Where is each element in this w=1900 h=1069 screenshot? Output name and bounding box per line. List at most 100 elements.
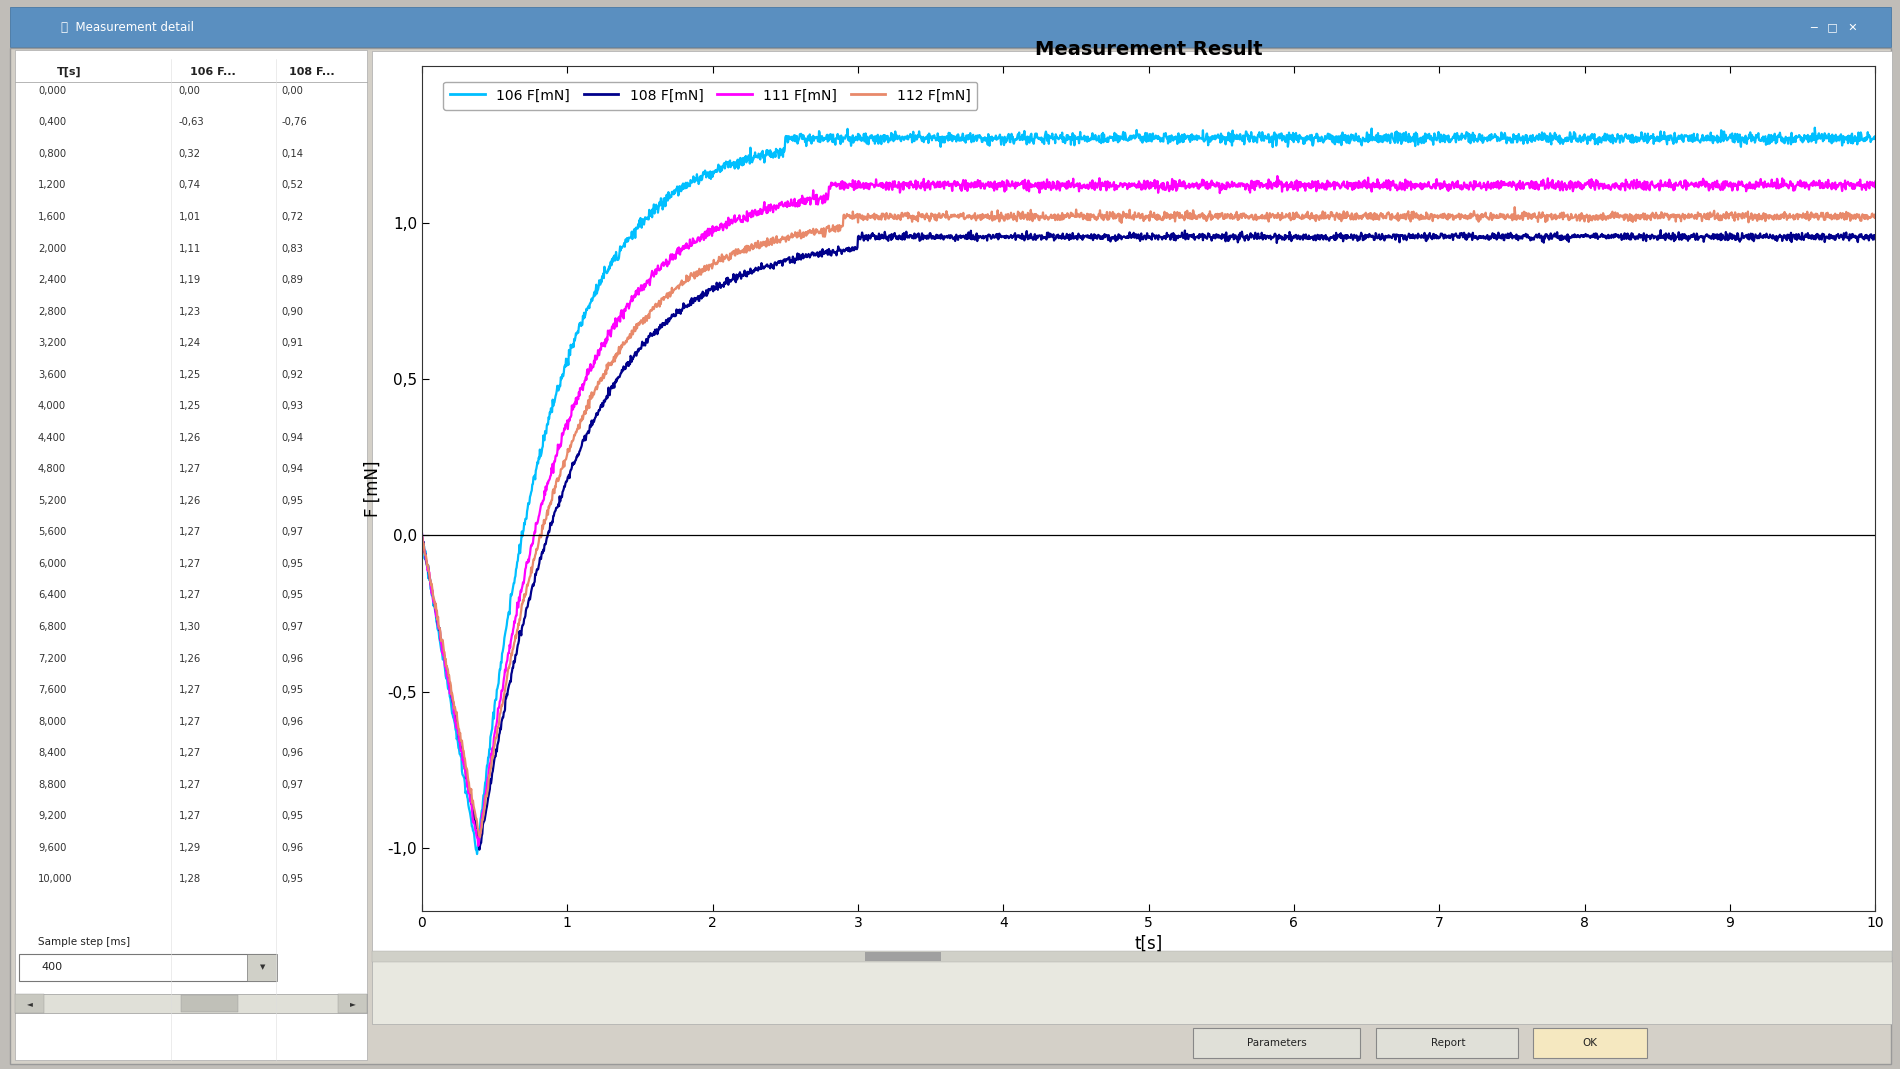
108 F[mN] (1710, 234, 1733, 247)
FancyBboxPatch shape (372, 960, 1892, 1024)
Text: 0,95: 0,95 (281, 590, 304, 601)
Text: 1,27: 1,27 (179, 716, 201, 727)
106 F[mN] (1653, 129, 1676, 142)
108 F[mN] (975, 230, 998, 243)
Text: 1,25: 1,25 (179, 370, 201, 379)
112 F[mN] (1655, 208, 1678, 221)
108 F[mN] (1649, 223, 1672, 236)
Text: ─   □   ✕: ─ □ ✕ (1811, 22, 1858, 32)
108 F[mN] (410, 530, 433, 543)
Line: 108 F[mN]: 108 F[mN] (422, 230, 1875, 850)
Text: 7,200: 7,200 (38, 653, 66, 664)
Text: 0,14: 0,14 (281, 149, 304, 159)
106 F[mN] (1594, 135, 1617, 148)
Text: 0,96: 0,96 (281, 842, 304, 853)
111 F[mN] (1864, 175, 1887, 188)
Text: 0,83: 0,83 (281, 244, 304, 253)
Text: 📂  Measurement detail: 📂 Measurement detail (61, 20, 194, 34)
Text: 1,200: 1,200 (38, 181, 66, 190)
106 F[mN] (975, 131, 998, 144)
106 F[mN] (1708, 133, 1731, 145)
Text: 3,600: 3,600 (38, 370, 66, 379)
FancyBboxPatch shape (247, 954, 277, 981)
Text: 0,94: 0,94 (281, 464, 304, 475)
FancyBboxPatch shape (10, 7, 1890, 47)
Text: 3,200: 3,200 (38, 338, 66, 348)
FancyBboxPatch shape (15, 994, 44, 1013)
111 F[mN] (410, 525, 433, 538)
FancyBboxPatch shape (372, 951, 1892, 962)
112 F[mN] (469, 831, 492, 843)
Text: 1,11: 1,11 (179, 244, 201, 253)
FancyBboxPatch shape (372, 51, 1892, 957)
Text: 1,28: 1,28 (179, 874, 201, 884)
Text: 0,400: 0,400 (38, 118, 66, 127)
Text: 1,600: 1,600 (38, 212, 66, 222)
Text: 0,96: 0,96 (281, 653, 304, 664)
Text: 0,95: 0,95 (281, 685, 304, 695)
Text: Parameters: Parameters (1246, 1038, 1307, 1049)
Line: 106 F[mN]: 106 F[mN] (422, 127, 1875, 854)
112 F[mN] (1864, 208, 1887, 221)
Text: 0,94: 0,94 (281, 433, 304, 443)
Text: 0,72: 0,72 (281, 212, 304, 222)
106 F[mN] (410, 525, 433, 538)
Text: 0,000: 0,000 (38, 86, 66, 96)
Text: T[s]: T[s] (57, 66, 82, 77)
Text: 106 F...: 106 F... (190, 66, 236, 77)
112 F[mN] (1503, 201, 1526, 214)
111 F[mN] (1265, 170, 1288, 183)
Text: 0,800: 0,800 (38, 149, 66, 159)
FancyBboxPatch shape (1193, 1028, 1360, 1058)
Text: 9,200: 9,200 (38, 811, 66, 821)
Text: ◄: ◄ (27, 1000, 32, 1008)
Text: 0,92: 0,92 (281, 370, 304, 379)
Text: 1,27: 1,27 (179, 527, 201, 538)
Text: 400: 400 (42, 962, 63, 973)
Text: 0,32: 0,32 (179, 149, 201, 159)
FancyBboxPatch shape (338, 994, 367, 1013)
Text: 10,000: 10,000 (38, 874, 72, 884)
112 F[mN] (441, 687, 464, 700)
Text: 2,000: 2,000 (38, 244, 66, 253)
Text: 1,27: 1,27 (179, 779, 201, 790)
Text: 0,97: 0,97 (281, 779, 304, 790)
Text: 7,600: 7,600 (38, 685, 66, 695)
Text: 1,23: 1,23 (179, 307, 201, 316)
Text: 1,27: 1,27 (179, 748, 201, 758)
108 F[mN] (1594, 232, 1617, 245)
111 F[mN] (467, 839, 490, 852)
Text: 0,95: 0,95 (281, 874, 304, 884)
Y-axis label: F [mN]: F [mN] (363, 461, 382, 516)
FancyBboxPatch shape (1376, 1028, 1518, 1058)
Text: 8,400: 8,400 (38, 748, 66, 758)
Text: 2,400: 2,400 (38, 275, 66, 285)
108 F[mN] (1864, 233, 1887, 246)
Title: Measurement Result: Measurement Result (1036, 41, 1262, 59)
Text: 0,95: 0,95 (281, 811, 304, 821)
FancyBboxPatch shape (15, 50, 367, 1060)
Text: 0,00: 0,00 (281, 86, 304, 96)
Text: Sample step [ms]: Sample step [ms] (38, 936, 129, 947)
112 F[mN] (975, 208, 998, 221)
106 F[mN] (441, 701, 464, 714)
108 F[mN] (1655, 227, 1678, 239)
FancyBboxPatch shape (15, 994, 367, 1013)
Text: 5,200: 5,200 (38, 496, 66, 506)
Text: 0,97: 0,97 (281, 622, 304, 632)
Text: 1,26: 1,26 (179, 433, 201, 443)
Text: 0,74: 0,74 (179, 181, 201, 190)
Text: 5,600: 5,600 (38, 527, 66, 538)
111 F[mN] (441, 688, 464, 701)
FancyBboxPatch shape (180, 995, 238, 1012)
106 F[mN] (1222, 135, 1244, 148)
Line: 112 F[mN]: 112 F[mN] (422, 207, 1875, 837)
Text: 6,000: 6,000 (38, 559, 66, 569)
Text: OK: OK (1583, 1038, 1598, 1049)
Text: ▼: ▼ (260, 964, 264, 971)
Text: 1,27: 1,27 (179, 685, 201, 695)
Text: 9,600: 9,600 (38, 842, 66, 853)
X-axis label: t[s]: t[s] (1134, 935, 1163, 954)
Text: 0,95: 0,95 (281, 496, 304, 506)
Text: 0,91: 0,91 (281, 338, 304, 348)
